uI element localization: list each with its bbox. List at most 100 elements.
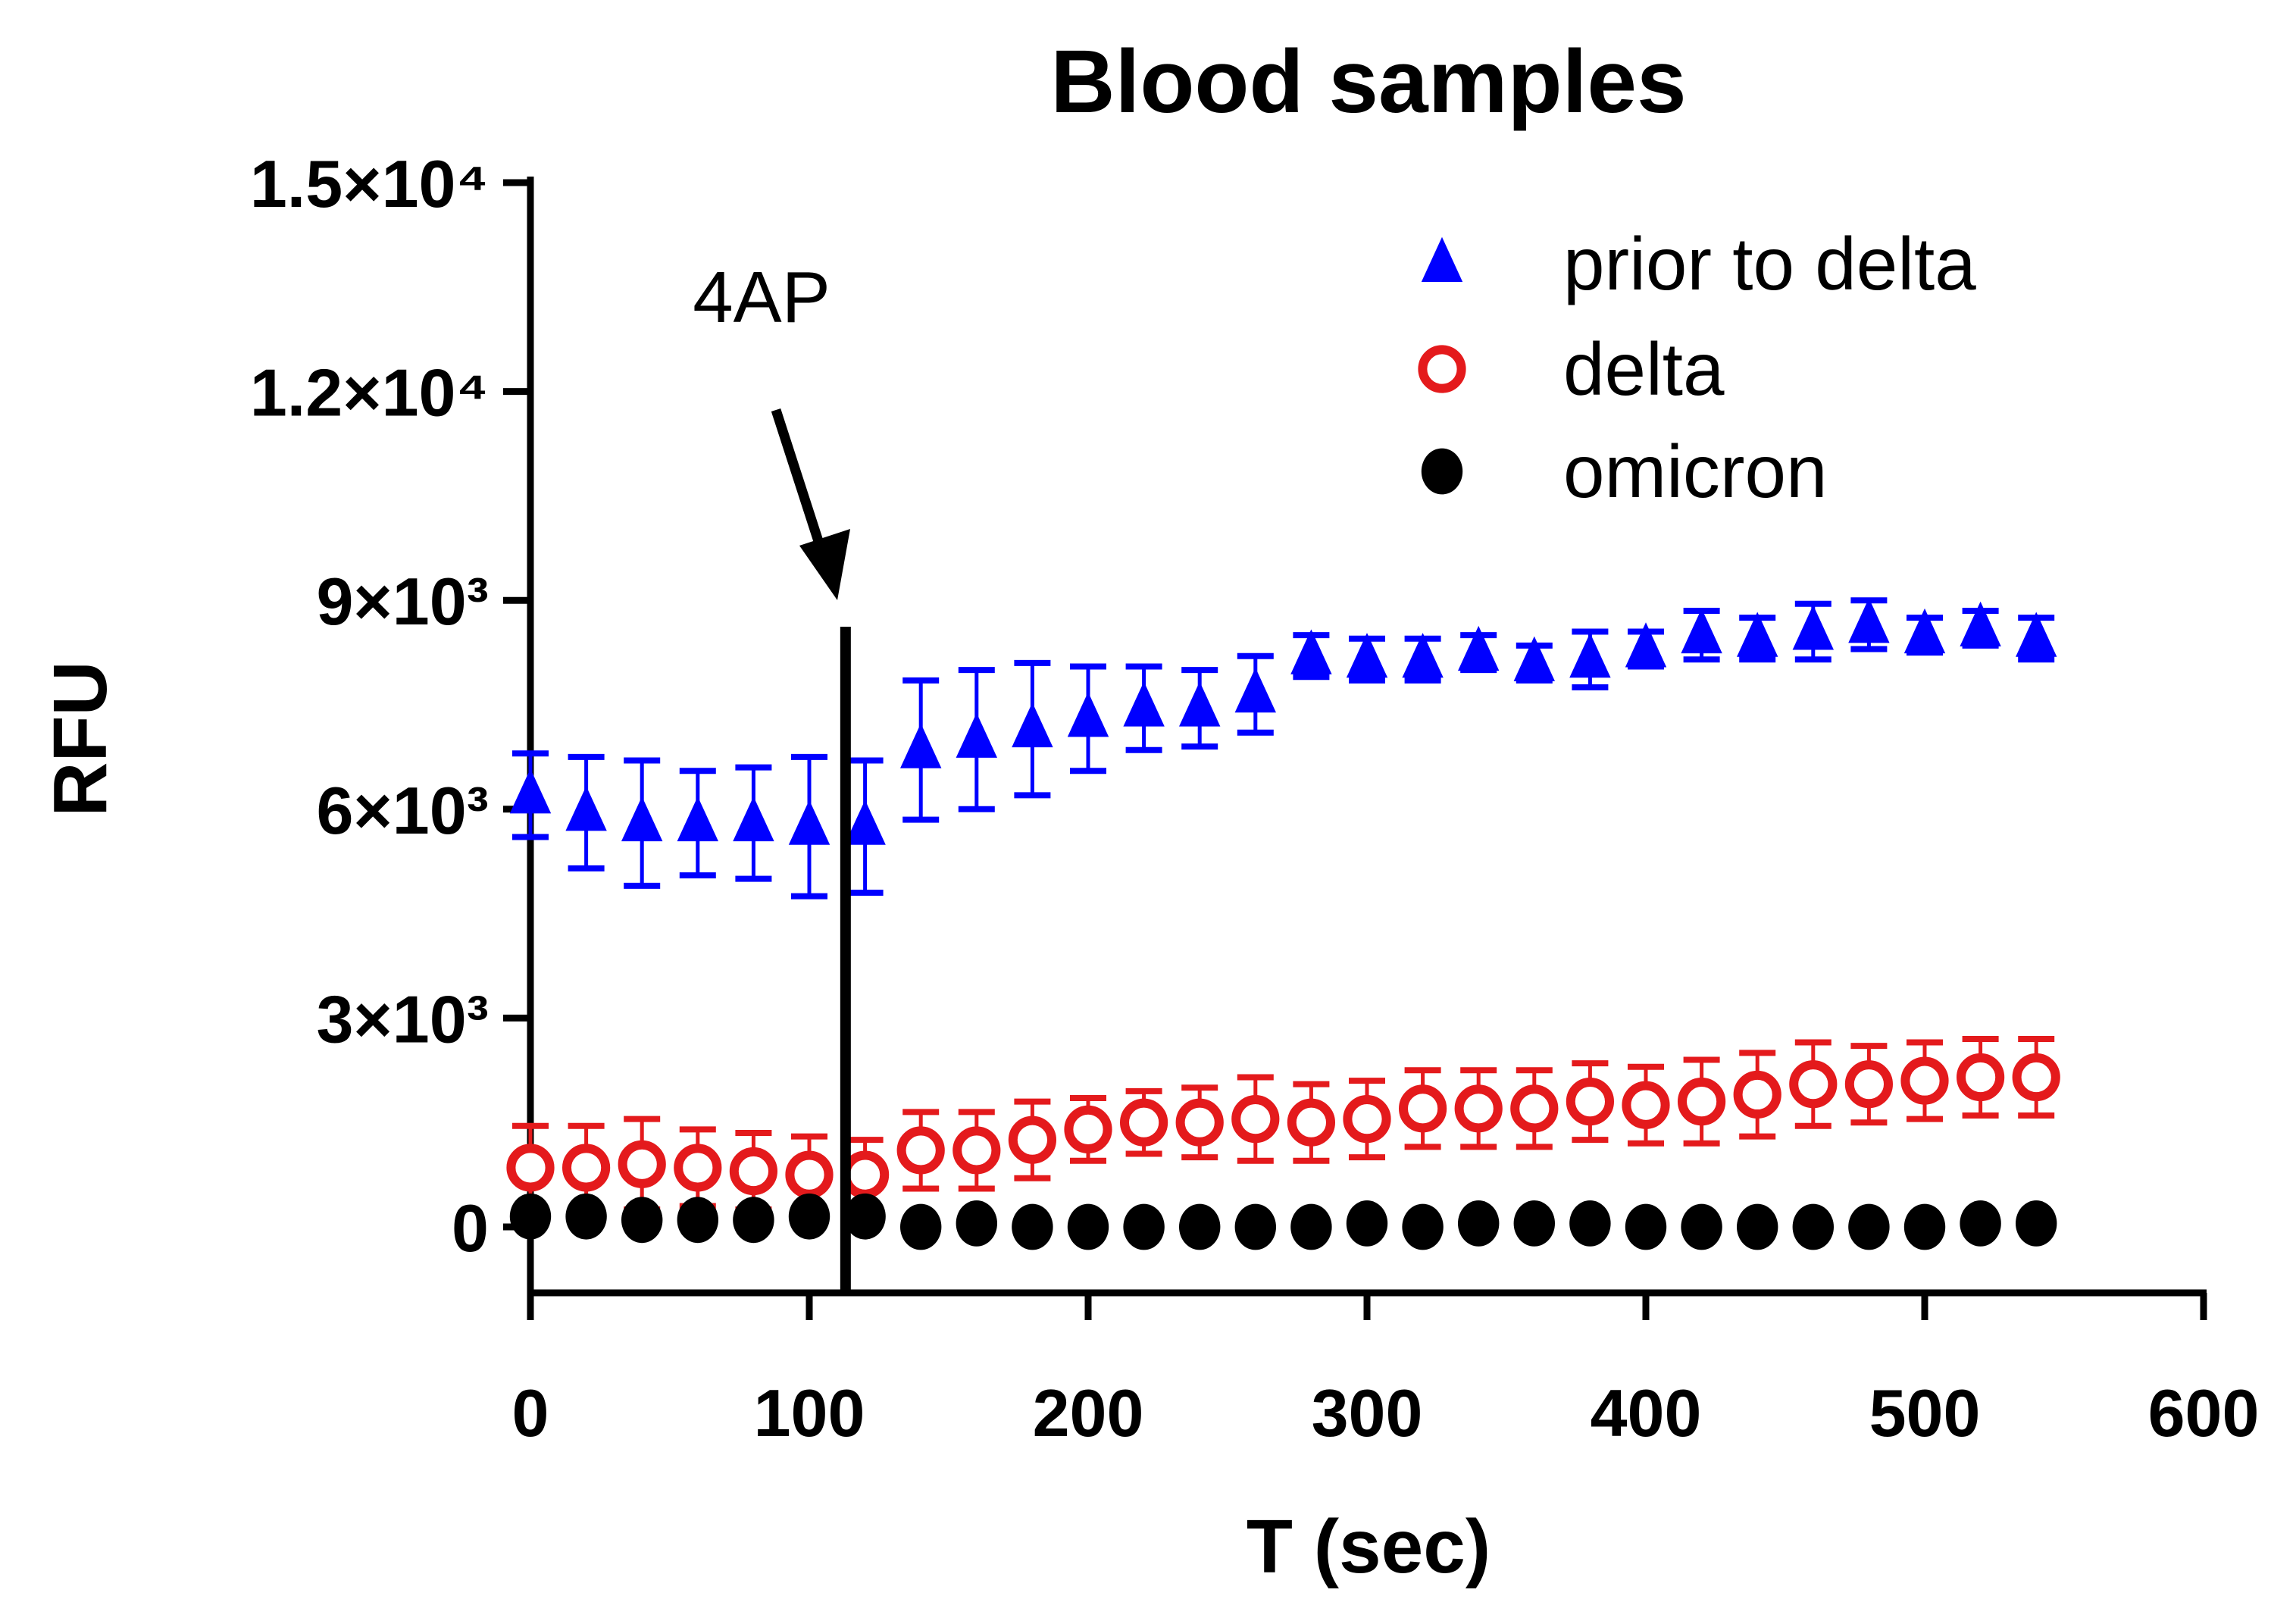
arrow-head [799, 529, 850, 600]
triangle-marker [900, 723, 942, 768]
triangle-marker [1012, 702, 1053, 748]
filled-circle-marker [733, 1197, 774, 1244]
annotation-label: 4AP [693, 257, 830, 338]
open-circle-marker [1622, 1081, 1670, 1129]
y-axis-label: RFU [38, 661, 123, 817]
y-tick-label: 9×10³ [316, 564, 489, 639]
x-tick-label: 100 [754, 1375, 865, 1450]
triangle-marker [1179, 681, 1221, 727]
filled-circle-marker [565, 1193, 607, 1240]
open-circle-marker [1957, 1053, 2005, 1102]
y-tick-label: 0 [452, 1191, 489, 1266]
filled-circle-marker [788, 1193, 831, 1240]
open-circle-marker [952, 1126, 1001, 1175]
filled-circle-marker [1421, 448, 1463, 495]
open-circle-marker [1678, 1078, 1726, 1126]
filled-circle-marker [677, 1197, 718, 1244]
filled-circle-marker [1179, 1203, 1221, 1250]
filled-circle-marker [1903, 1203, 1946, 1250]
arrow-shaft [771, 408, 831, 567]
filled-circle-marker [900, 1203, 942, 1250]
triangle-marker [733, 796, 774, 842]
x-tick-label: 0 [512, 1375, 549, 1450]
open-circle-marker [674, 1144, 722, 1192]
open-circle-marker [785, 1150, 834, 1199]
open-circle-marker [1064, 1105, 1112, 1153]
filled-circle-marker [1960, 1200, 2001, 1247]
open-circle-marker [1231, 1095, 1280, 1144]
filled-circle-marker [1625, 1203, 1667, 1250]
annotation-4ap: 4AP [693, 257, 851, 1293]
filled-circle-marker [1346, 1200, 1388, 1247]
triangle-marker [621, 796, 663, 842]
triangle-marker [1569, 633, 1611, 678]
filled-circle-marker [1012, 1203, 1053, 1250]
filled-circle-marker [1290, 1203, 1332, 1250]
filled-circle-marker [1569, 1200, 1611, 1247]
open-circle-marker [1343, 1095, 1391, 1144]
open-circle-marker [1844, 1060, 1893, 1109]
filled-circle-marker [1513, 1200, 1555, 1247]
triangle-marker [1290, 629, 1332, 674]
y-tick-label: 1.5×10⁴ [250, 146, 489, 221]
triangle-marker [1421, 236, 1463, 282]
filled-circle-marker [1792, 1203, 1834, 1250]
open-circle-marker [1287, 1098, 1336, 1147]
filled-circle-marker [1458, 1200, 1500, 1247]
filled-circle-marker [1402, 1203, 1444, 1250]
data-marks [506, 597, 2060, 1250]
filled-circle-marker [956, 1200, 998, 1247]
open-circle-marker [1418, 345, 1466, 393]
triangle-marker [1792, 605, 1834, 650]
open-circle-marker [1175, 1098, 1224, 1147]
filled-circle-marker [844, 1193, 886, 1240]
legend-label: omicron [1563, 430, 1828, 513]
filled-circle-marker [1848, 1203, 1890, 1250]
open-circle-marker [729, 1147, 778, 1196]
filled-circle-marker [1737, 1203, 1778, 1250]
triangle-marker [1067, 692, 1109, 737]
open-circle-marker [2012, 1053, 2060, 1102]
triangle-marker [788, 799, 831, 845]
triangle-marker [1234, 668, 1276, 713]
triangle-marker [1458, 625, 1500, 671]
series-omicron [509, 1193, 2057, 1250]
y-tick-label: 6×10³ [316, 773, 489, 848]
open-circle-marker [1789, 1060, 1838, 1109]
open-circle-marker [1454, 1084, 1503, 1133]
filled-circle-marker [2016, 1200, 2057, 1247]
x-tick-label: 300 [1312, 1375, 1423, 1450]
triangle-marker [1346, 633, 1388, 678]
triangle-marker [1123, 681, 1165, 727]
series-prior-to-delta [509, 597, 2057, 900]
open-circle-marker [618, 1140, 666, 1188]
triangle-marker [1681, 608, 1722, 654]
series-delta [506, 1035, 2060, 1216]
triangle-marker [844, 799, 886, 845]
x-tick-label: 200 [1033, 1375, 1144, 1450]
open-circle-marker [506, 1144, 555, 1192]
legend-label: delta [1563, 327, 1725, 411]
triangle-marker [565, 786, 607, 831]
x-axis-label: T (sec) [1247, 1504, 1491, 1589]
triangle-marker [956, 712, 997, 758]
chart-title: Blood samples [1050, 32, 1686, 132]
triangle-marker [1903, 608, 1946, 654]
triangle-marker [1737, 612, 1778, 657]
open-circle-marker [841, 1150, 890, 1199]
triangle-marker [1402, 633, 1444, 678]
filled-circle-marker [1681, 1203, 1722, 1250]
open-circle-marker [1733, 1070, 1781, 1119]
triangle-marker [509, 768, 552, 814]
filled-circle-marker [1234, 1203, 1277, 1250]
triangle-marker [1625, 622, 1667, 668]
filled-circle-marker [1123, 1203, 1165, 1250]
open-circle-marker [562, 1144, 611, 1192]
x-tick-label: 500 [1869, 1375, 1981, 1450]
legend-label: prior to delta [1563, 222, 1976, 305]
y-tick-label: 3×10³ [316, 981, 489, 1056]
open-circle-marker [1399, 1084, 1447, 1133]
x-tick-label: 400 [1591, 1375, 1702, 1450]
triangle-marker [1960, 601, 2001, 646]
